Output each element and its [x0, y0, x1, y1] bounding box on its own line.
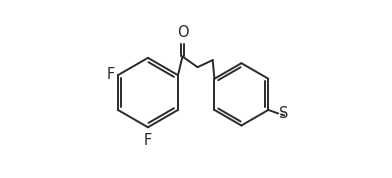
Text: O: O [177, 25, 188, 40]
Text: S: S [279, 106, 288, 121]
Text: F: F [106, 67, 115, 82]
Text: F: F [144, 133, 152, 148]
